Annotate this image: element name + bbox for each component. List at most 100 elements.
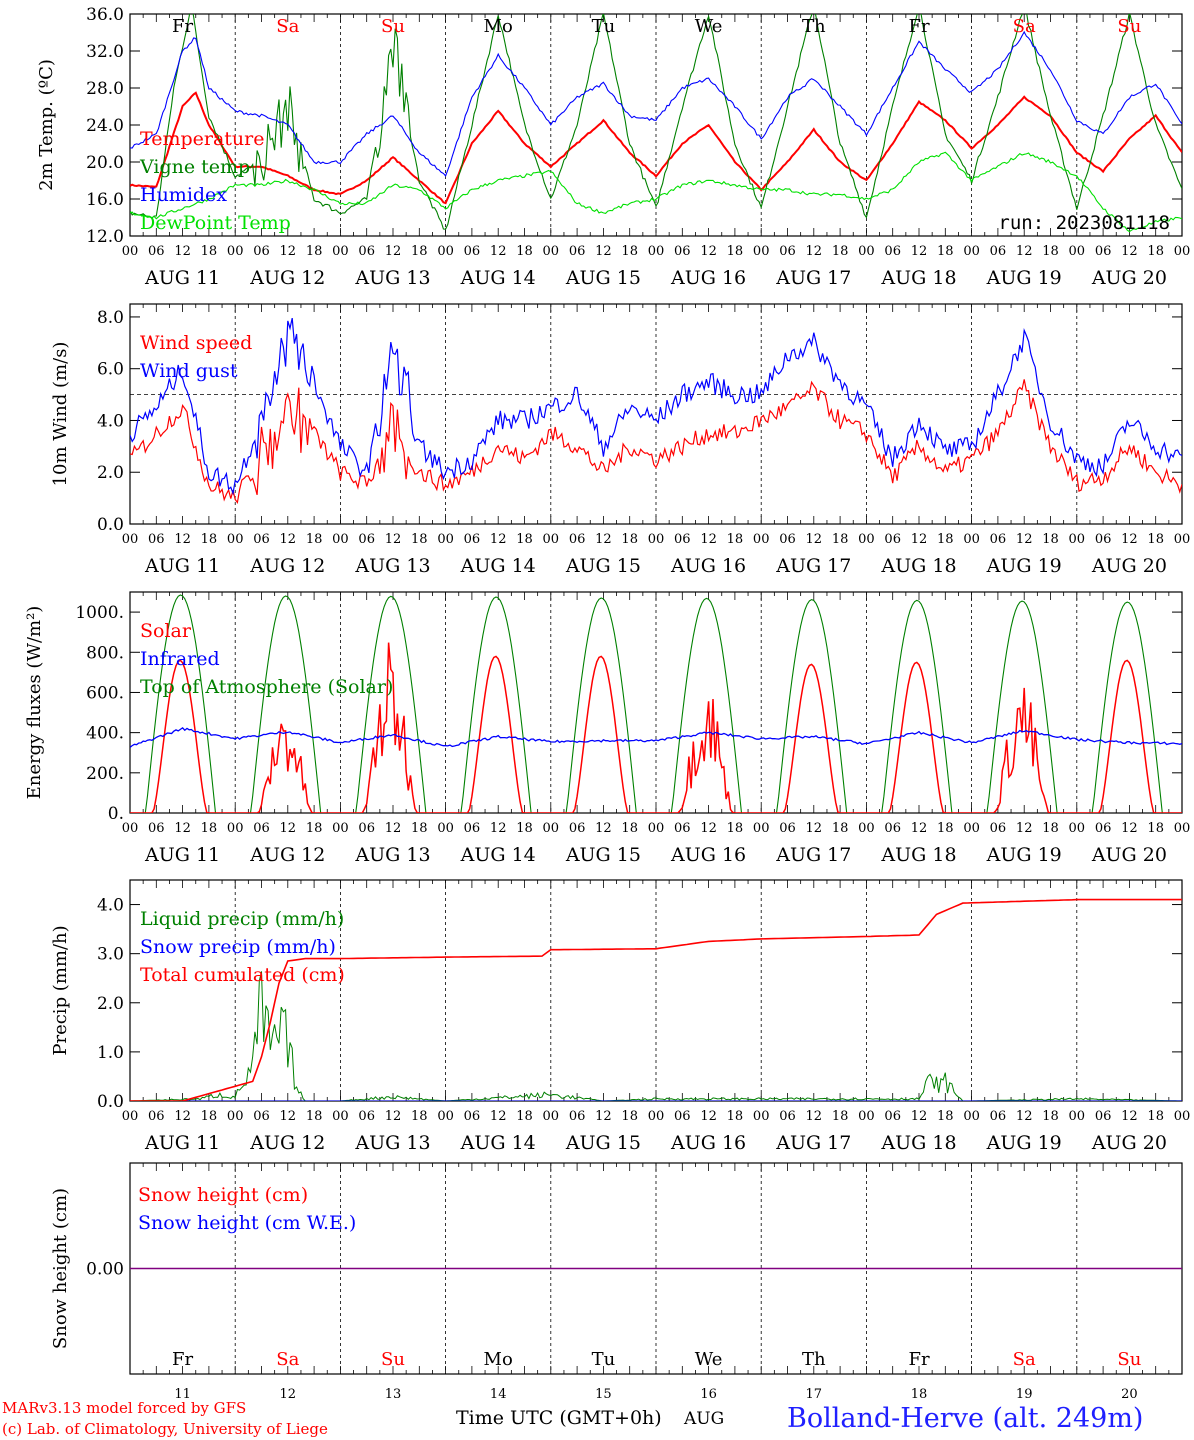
x-hour-label: 06: [674, 244, 691, 259]
x-hour-label: 06: [148, 244, 165, 259]
x-hour-label: 12: [280, 244, 297, 259]
x-hour-label: 18: [1147, 1109, 1164, 1124]
day-number-label: 11: [174, 1387, 191, 1402]
x-day-label: AUG 15: [565, 267, 641, 289]
y-tick-label: 400.: [86, 724, 124, 744]
weekday-label: We: [695, 16, 723, 37]
x-axis-month: AUG: [683, 1409, 724, 1429]
weekday-label: Fr: [908, 16, 929, 37]
weekday-label: Th: [802, 16, 826, 37]
weekday-label: Tu: [592, 16, 616, 37]
x-hour-label: 12: [1121, 244, 1138, 259]
x-hour-label: 00: [858, 1109, 875, 1124]
weekday-label: Su: [381, 16, 405, 37]
series-line: [130, 151, 1182, 233]
x-day-label: AUG 16: [670, 267, 746, 289]
x-hour-label: 18: [306, 532, 323, 547]
x-hour-label: 18: [1147, 532, 1164, 547]
model-credit: MARv3.13 model forced by GFS: [2, 1399, 246, 1417]
x-hour-label: 00: [963, 1109, 980, 1124]
x-hour-label: 00: [753, 532, 770, 547]
x-hour-label: 00: [753, 244, 770, 259]
x-hour-label: 12: [490, 532, 507, 547]
x-day-label: AUG 11: [144, 267, 220, 289]
x-hour-label: 12: [385, 532, 402, 547]
x-hour-label: 12: [911, 1109, 928, 1124]
weekday-label: Su: [381, 1349, 405, 1370]
x-day-label: AUG 13: [354, 555, 430, 577]
x-hour-label: 00: [332, 1109, 349, 1124]
x-hour-label: 18: [621, 244, 638, 259]
x-hour-label: 06: [990, 244, 1007, 259]
day-number-label: 18: [911, 1387, 928, 1402]
x-hour-label: 00: [437, 244, 454, 259]
x-hour-label: 06: [464, 532, 481, 547]
x-hour-label: 06: [464, 821, 481, 836]
y-tick-label: 0.: [108, 804, 124, 824]
x-hour-label: 12: [595, 532, 612, 547]
x-hour-label: 00: [543, 532, 560, 547]
x-day-label: AUG 19: [986, 555, 1062, 577]
weekday-label: Tu: [592, 1349, 616, 1370]
x-hour-label: 06: [779, 1109, 796, 1124]
x-hour-label: 18: [201, 244, 218, 259]
weekday-label: Fr: [172, 1349, 193, 1370]
x-day-label: AUG 20: [1091, 555, 1167, 577]
x-hour-label: 06: [464, 1109, 481, 1124]
y-tick-label: 1.0: [97, 1043, 124, 1063]
x-hour-label: 00: [543, 244, 560, 259]
x-hour-label: 18: [411, 532, 428, 547]
x-day-label: AUG 19: [986, 267, 1062, 289]
y-tick-label: 32.0: [86, 42, 124, 62]
x-hour-label: 12: [490, 821, 507, 836]
x-hour-label: 12: [911, 244, 928, 259]
x-hour-label: 18: [621, 1109, 638, 1124]
x-day-label: AUG 17: [775, 1132, 851, 1154]
x-hour-label: 18: [1147, 244, 1164, 259]
x-day-label: AUG 17: [775, 555, 851, 577]
y-tick-label: 3.0: [97, 945, 124, 965]
legend-entry: Infrared: [140, 648, 220, 670]
x-day-label: AUG 16: [670, 844, 746, 866]
y-tick-label: 20.0: [86, 153, 124, 173]
x-hour-label: 06: [779, 532, 796, 547]
x-hour-label: 18: [516, 821, 533, 836]
x-hour-label: 00: [1174, 532, 1191, 547]
x-hour-label: 00: [227, 244, 244, 259]
y-tick-label: 36.0: [86, 5, 124, 25]
x-hour-label: 00: [122, 244, 139, 259]
x-hour-label: 06: [990, 1109, 1007, 1124]
legend-entry: Snow height (cm): [138, 1184, 308, 1206]
x-day-label: AUG 11: [144, 1132, 220, 1154]
legend-entry: DewPoint Temp: [140, 212, 291, 234]
y-tick-label: 0.0: [97, 1092, 124, 1112]
y-tick-label: 1000.: [75, 603, 124, 623]
x-hour-label: 12: [385, 1109, 402, 1124]
x-hour-label: 18: [937, 244, 954, 259]
x-hour-label: 00: [963, 532, 980, 547]
series-line: [130, 14, 1182, 230]
x-hour-label: 18: [832, 244, 849, 259]
x-day-label: AUG 20: [1091, 267, 1167, 289]
y-tick-label: 4.0: [97, 411, 124, 431]
x-hour-label: 00: [1174, 821, 1191, 836]
x-hour-label: 06: [358, 532, 375, 547]
x-day-label: AUG 12: [249, 1132, 325, 1154]
day-number-label: 13: [385, 1387, 402, 1402]
x-day-label: AUG 17: [775, 844, 851, 866]
x-hour-label: 00: [1069, 1109, 1086, 1124]
x-hour-label: 00: [437, 821, 454, 836]
y-tick-label: 600.: [86, 683, 124, 703]
x-hour-label: 06: [884, 244, 901, 259]
x-day-label: AUG 20: [1091, 844, 1167, 866]
x-hour-label: 06: [674, 821, 691, 836]
x-hour-label: 06: [990, 532, 1007, 547]
x-hour-label: 12: [595, 1109, 612, 1124]
x-hour-label: 18: [1042, 244, 1059, 259]
station-name: Bolland-Herve (alt. 249m): [787, 1403, 1143, 1434]
x-day-label: AUG 11: [144, 844, 220, 866]
weekday-label: Su: [1117, 16, 1141, 37]
x-hour-label: 06: [1095, 1109, 1112, 1124]
x-hour-label: 00: [227, 821, 244, 836]
plot-area: [130, 317, 1182, 504]
